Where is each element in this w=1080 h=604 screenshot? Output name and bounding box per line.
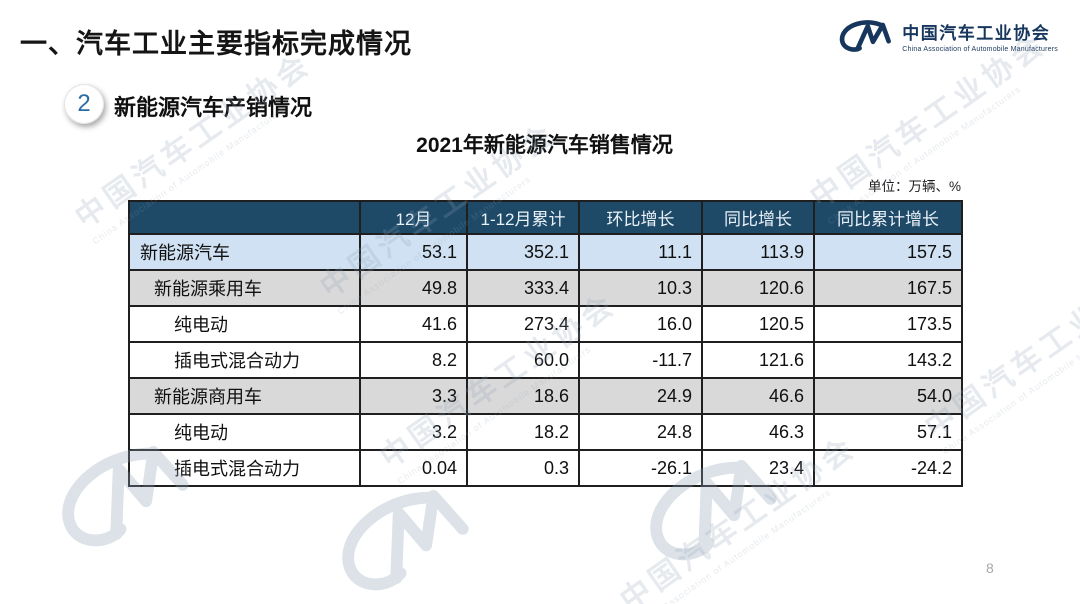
cell-value: 273.4 (466, 305, 580, 343)
col-header-december: 12月 (359, 200, 468, 235)
caam-logo-icon (837, 16, 895, 56)
row-label: 新能源乘用车 (128, 269, 361, 307)
table-row: 新能源商用车 3.3 18.6 24.9 46.6 54.0 (128, 377, 963, 415)
col-header-category (128, 200, 361, 235)
page-number: 8 (986, 560, 994, 576)
cell-value: 57.1 (813, 413, 963, 451)
col-header-cumulative: 1-12月累计 (466, 200, 580, 235)
section-number-badge: 2 (64, 84, 104, 124)
cell-value: 157.5 (813, 233, 963, 271)
cell-value: 121.6 (701, 341, 815, 379)
row-label: 纯电动 (128, 305, 361, 343)
watermark-cm-icon (317, 467, 492, 604)
row-label: 纯电动 (128, 413, 361, 451)
table-row: 插电式混合动力 8.2 60.0 -11.7 121.6 143.2 (128, 341, 963, 379)
cell-value: 143.2 (813, 341, 963, 379)
cell-value: 173.5 (813, 305, 963, 343)
col-header-cumulative-yoy-growth: 同比累计增长 (813, 200, 963, 235)
caam-logo-name-en: China Association of Automobile Manufact… (902, 46, 1058, 53)
cell-value: 18.6 (466, 377, 580, 415)
caam-logo-name-cn: 中国汽车工业协会 (902, 24, 1051, 43)
cell-value: 46.3 (701, 413, 815, 451)
col-header-mom-growth: 环比增长 (578, 200, 703, 235)
cell-value: 54.0 (813, 377, 963, 415)
row-label: 新能源商用车 (128, 377, 361, 415)
cell-value: 24.8 (578, 413, 703, 451)
table-title: 2021年新能源汽车销售情况 (416, 134, 673, 157)
row-label: 插电式混合动力 (128, 341, 361, 379)
unit-label: 单位：万辆、% (867, 179, 961, 194)
cell-value: 167.5 (813, 269, 963, 307)
cell-value: 18.2 (466, 413, 580, 451)
cell-value: 3.3 (359, 377, 468, 415)
cell-value: 60.0 (466, 341, 580, 379)
table-row: 纯电动 3.2 18.2 24.8 46.3 57.1 (128, 413, 963, 451)
sales-table: 12月 1-12月累计 环比增长 同比增长 同比累计增长 新能源汽车 53.1 … (128, 200, 963, 487)
cell-value: 0.04 (359, 449, 468, 487)
cell-value: -11.7 (578, 341, 703, 379)
cell-value: 23.4 (701, 449, 815, 487)
caam-logo-text: 中国汽车工业协会 China Association of Automobile… (902, 19, 1058, 53)
cell-value: 16.0 (578, 305, 703, 343)
cell-value: 120.5 (701, 305, 815, 343)
cell-value: 8.2 (359, 341, 468, 379)
section-title: 新能源汽车产销情况 (114, 95, 313, 120)
table-row: 新能源乘用车 49.8 333.4 10.3 120.6 167.5 (128, 269, 963, 307)
table-header-row: 12月 1-12月累计 环比增长 同比增长 同比累计增长 (128, 200, 963, 235)
cell-value: 333.4 (466, 269, 580, 307)
cell-value: 352.1 (466, 233, 580, 271)
row-label: 插电式混合动力 (128, 449, 361, 487)
cell-value: -26.1 (578, 449, 703, 487)
cell-value: -24.2 (813, 449, 963, 487)
cell-value: 10.3 (578, 269, 703, 307)
cell-value: 46.6 (701, 377, 815, 415)
row-label: 新能源汽车 (128, 233, 361, 271)
cell-value: 0.3 (466, 449, 580, 487)
col-header-yoy-growth: 同比增长 (701, 200, 815, 235)
table-row: 纯电动 41.6 273.4 16.0 120.5 173.5 (128, 305, 963, 343)
cell-value: 53.1 (359, 233, 468, 271)
cell-value: 41.6 (359, 305, 468, 343)
cell-value: 120.6 (701, 269, 815, 307)
table-body: 新能源汽车 53.1 352.1 11.1 113.9 157.5 新能源乘用车… (128, 233, 963, 487)
table-row: 新能源汽车 53.1 352.1 11.1 113.9 157.5 (128, 233, 963, 271)
cell-value: 24.9 (578, 377, 703, 415)
page-title: 一、汽车工业主要指标完成情况 (20, 29, 412, 59)
cell-value: 11.1 (578, 233, 703, 271)
cell-value: 3.2 (359, 413, 468, 451)
caam-logo: 中国汽车工业协会 China Association of Automobile… (837, 16, 1058, 56)
cell-value: 113.9 (701, 233, 815, 271)
table-row: 插电式混合动力 0.04 0.3 -26.1 23.4 -24.2 (128, 449, 963, 487)
cell-value: 49.8 (359, 269, 468, 307)
